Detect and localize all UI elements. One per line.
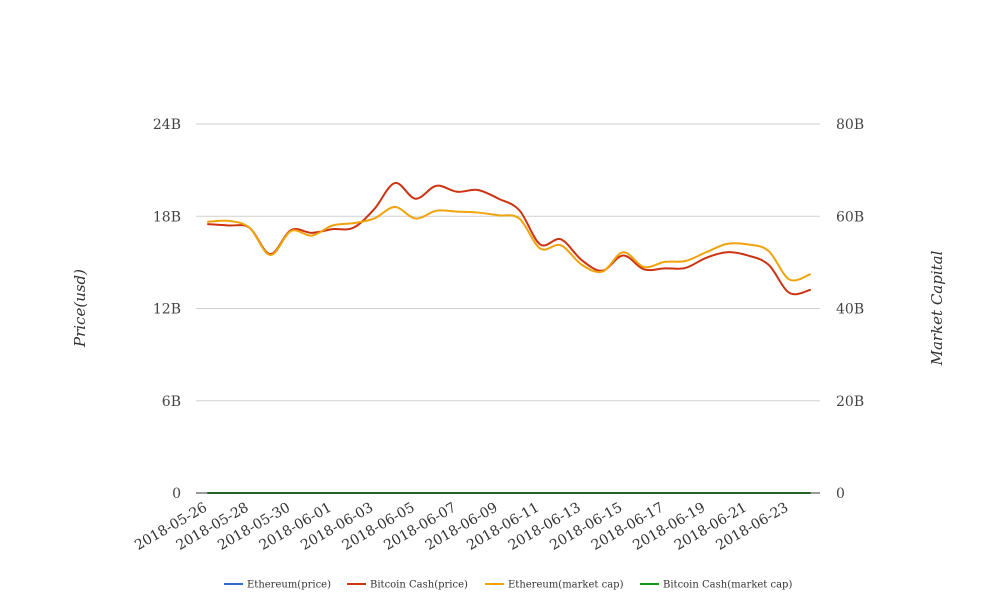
right-axis-ticks: 0 20B 40B 60B 80B: [836, 117, 864, 502]
left-tick-label: 0: [172, 486, 181, 502]
left-tick-label: 6B: [162, 394, 181, 410]
right-tick-label: 60B: [836, 209, 864, 225]
x-axis-ticks: 2018-05-262018-05-282018-05-302018-06-01…: [132, 500, 791, 554]
series-line-2: [207, 206, 811, 282]
right-tick-label: 80B: [836, 117, 864, 133]
right-axis-title: Market Capital: [928, 250, 946, 366]
gridlines: [196, 123, 820, 402]
series-line-1: [207, 182, 811, 296]
legend-label: Ethereum(market cap): [508, 580, 624, 591]
right-tick-label: 0: [836, 486, 845, 502]
series-lines: [207, 182, 811, 494]
right-tick-label: 40B: [836, 302, 864, 318]
left-axis-title: Price(usd): [71, 269, 89, 348]
left-tick-label: 24B: [153, 117, 181, 133]
left-tick-label: 12B: [153, 302, 181, 318]
left-axis-ticks: 0 6B 12B 18B 24B: [153, 117, 181, 502]
right-tick-label: 20B: [836, 394, 864, 410]
left-tick-label: 18B: [153, 209, 181, 225]
legend-label: Bitcoin Cash(price): [370, 580, 468, 591]
legend-label: Ethereum(price): [247, 580, 331, 591]
legend-label: Bitcoin Cash(market cap): [663, 580, 792, 591]
legend: Ethereum(price) Bitcoin Cash(price) Ethere…: [224, 580, 792, 591]
